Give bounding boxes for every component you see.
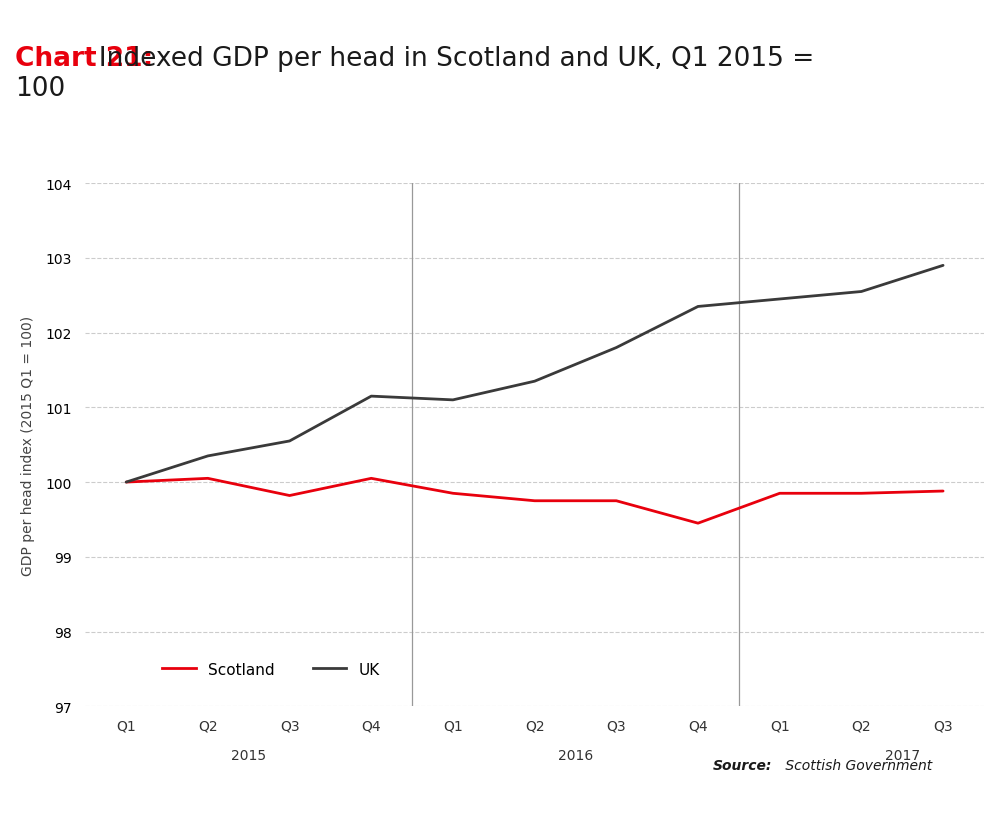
Y-axis label: GDP per head index (2015 Q1 = 100): GDP per head index (2015 Q1 = 100)	[20, 315, 34, 575]
Text: Indexed GDP per head in Scotland and UK, Q1 2015 =
100: Indexed GDP per head in Scotland and UK,…	[15, 46, 813, 102]
Text: 2015: 2015	[231, 748, 266, 762]
Legend: Scotland, UK: Scotland, UK	[155, 656, 385, 683]
Text: 2016: 2016	[558, 748, 593, 762]
Text: 2017: 2017	[884, 748, 919, 762]
Text: Chart 21:: Chart 21:	[15, 46, 153, 72]
Text: Scottish Government: Scottish Government	[780, 758, 932, 772]
Text: Source:: Source:	[712, 758, 771, 772]
